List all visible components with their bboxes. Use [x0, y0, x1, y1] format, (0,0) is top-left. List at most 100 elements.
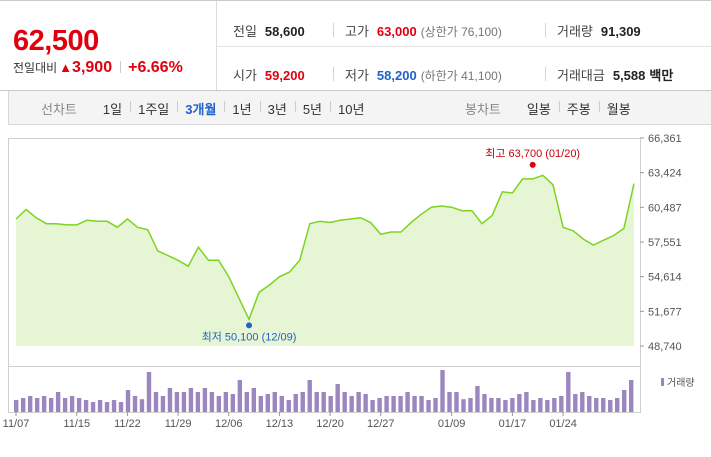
open-value: 59,200: [264, 68, 305, 83]
candle-chart-title: 봉차트: [465, 101, 501, 117]
x-tick-label: 11/29: [165, 418, 192, 430]
volume-bar: [83, 400, 89, 412]
low-annotation: 최저 50,100 (12/09): [202, 330, 297, 343]
open-label: 시가: [233, 68, 257, 83]
candle-tab-weekly[interactable]: 주봉: [558, 99, 599, 118]
line-chart-title: 선차트: [41, 101, 77, 117]
volume-bar: [314, 392, 319, 412]
volume-bar: [440, 370, 445, 412]
turnover-unit: 백만: [649, 68, 674, 83]
volume-bar: [363, 394, 368, 412]
volume-bar: [531, 400, 536, 412]
volume-bar: [328, 396, 333, 412]
volume-bar: [258, 396, 263, 412]
y-tick-label: 66,361: [648, 133, 682, 145]
price-chart: 66,361 63,424 60,487 57,551 54,614 51,677 48,7…: [0, 125, 711, 457]
period-tab-1d[interactable]: 1일: [102, 101, 123, 117]
period-tab-3y[interactable]: 3년: [259, 99, 295, 118]
candle-tab-daily[interactable]: 일봉: [526, 101, 551, 117]
volume-bar: [545, 400, 550, 412]
y-tick-label: 63,424: [648, 168, 682, 180]
open-price: 시가 59,200: [233, 65, 305, 84]
x-tick-label: 11/07: [3, 418, 30, 430]
volume-bar: [111, 400, 117, 412]
volume-bar: [209, 392, 215, 412]
volume: 거래량 91,309: [557, 21, 641, 40]
volume-bar: [412, 396, 417, 412]
volume-bar: [580, 392, 585, 412]
volume-bar: [587, 396, 592, 412]
volume-bar: [349, 396, 354, 412]
change-label: 전일대비: [13, 61, 58, 75]
volume-bar: [559, 396, 564, 412]
volume-bar: [370, 400, 375, 412]
volume-bar: [90, 402, 96, 412]
volume-bar: [34, 398, 40, 412]
x-tick-label: 12/13: [266, 418, 294, 430]
y-tick-label: 57,551: [648, 237, 682, 249]
divider: [545, 67, 546, 81]
volume-bar: [447, 392, 452, 412]
change-amount: 3,900: [72, 59, 113, 76]
volume-bar: [174, 392, 180, 412]
volume-bar: [321, 392, 326, 412]
volume-bar: [433, 398, 438, 412]
volume-bar: [237, 380, 243, 412]
volume-bar: [517, 394, 522, 412]
volume-bar: [629, 380, 634, 412]
volume-bar: [97, 400, 103, 412]
divider: [216, 46, 711, 47]
period-tab-5y[interactable]: 5년: [294, 99, 330, 118]
quote-summary: 62,500 전일대비 ▲3,900 +6.66% 전일 58,600 고가 63,00…: [0, 0, 711, 91]
volume-bar: [251, 388, 257, 412]
x-tick-label: 11/15: [63, 418, 90, 430]
high-value: 63,000: [376, 24, 417, 39]
price-area: [16, 175, 634, 346]
upper-limit: (상한가 76,100): [420, 25, 502, 39]
volume-bar: [14, 400, 19, 412]
volume-bar: [272, 392, 277, 412]
volume-bar: [293, 394, 298, 412]
volume-bar: [223, 392, 229, 412]
y-tick-label: 48,740: [648, 341, 682, 353]
volume-bar: [132, 396, 138, 412]
volume-bar: [524, 392, 529, 412]
volume-bar: [594, 398, 599, 412]
candle-chart-periods: 봉차트 일봉 주봉 월봉: [465, 91, 639, 125]
period-tab-1y[interactable]: 1년: [224, 99, 259, 118]
period-tab-10y[interactable]: 10년: [330, 99, 372, 118]
volume-bar: [76, 398, 82, 412]
period-tab-3m[interactable]: 3개월: [177, 99, 224, 118]
volume-bar: [496, 398, 501, 412]
low-value: 58,200: [376, 68, 417, 83]
high-price: 고가 63,000 (상한가 76,100): [345, 21, 502, 40]
volume-bar: [139, 399, 145, 412]
turnover: 거래대금 5,588 백만: [557, 65, 673, 84]
volume-bar: [244, 392, 250, 412]
prev-close-label: 전일: [233, 24, 257, 39]
volume-bar: [622, 390, 627, 412]
divider: [120, 61, 122, 73]
volume-bar: [398, 396, 403, 412]
volume-bar: [202, 388, 208, 412]
x-tick-label: 01/24: [549, 418, 577, 430]
volume-bar: [461, 399, 466, 412]
volume-bar: [125, 390, 131, 412]
price-line: [15, 174, 635, 322]
volume-bar: [468, 398, 473, 412]
volume-bar: [552, 398, 557, 412]
volume-bar: [377, 398, 382, 412]
volume-bar: [167, 388, 173, 412]
volume-bar: [153, 392, 159, 412]
turnover-value: 5,588: [612, 68, 646, 83]
x-tick-label: 12/06: [215, 418, 243, 430]
volume-bar: [20, 398, 26, 412]
x-tick-label: 11/22: [114, 418, 141, 430]
line-chart-periods: 선차트 1일 1주일 3개월 1년 3년 5년 10년: [41, 91, 372, 125]
candle-tab-monthly[interactable]: 월봉: [598, 99, 639, 118]
chart-canvas: 66,361 63,424 60,487 57,551 54,614 51,677 48,7…: [3, 133, 695, 430]
volume-bar: [538, 398, 543, 412]
y-tick-label: 60,487: [648, 202, 682, 214]
period-tab-1w[interactable]: 1주일: [130, 99, 177, 118]
high-marker: [529, 161, 536, 168]
